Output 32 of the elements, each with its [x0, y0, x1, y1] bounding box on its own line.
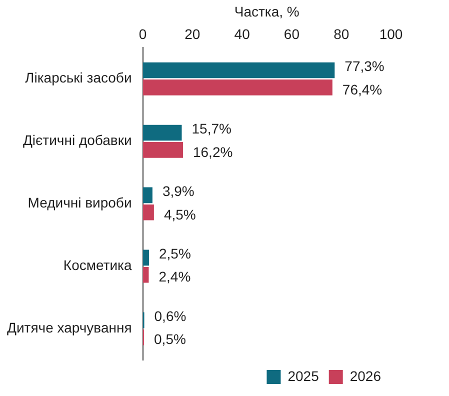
x-tick-label: 100: [379, 26, 403, 42]
bar: [142, 187, 152, 204]
data-label: 2,4%: [158, 268, 191, 285]
data-label: 3,9%: [162, 183, 194, 200]
x-tick-label: 60: [284, 26, 300, 42]
legend-label: 2025: [288, 368, 320, 384]
data-label: 2,5%: [158, 246, 191, 262]
data-label: 15,7%: [192, 120, 232, 137]
data-label: 0,6%: [154, 308, 186, 324]
bar: [142, 266, 149, 283]
x-tick-label: 80: [334, 26, 350, 42]
y-tick-label: Медичні вироби: [28, 194, 132, 211]
y-tick-label: Дієтичні добавки: [22, 132, 132, 148]
bar: [142, 124, 182, 141]
data-label: 76,4%: [342, 81, 382, 98]
data-label: 16,2%: [192, 144, 233, 160]
x-tick-label: 40: [234, 26, 250, 42]
bar: [142, 204, 154, 220]
data-label: 77,3%: [344, 58, 384, 74]
bar: [142, 250, 149, 266]
y-tick-label: Дитяче харчування: [6, 320, 132, 336]
x-tick-label: 20: [184, 26, 200, 42]
x-axis-title: Частка, %: [234, 3, 300, 20]
y-tick-label: Косметика: [63, 257, 132, 274]
x-tick-label: 0: [138, 26, 147, 42]
legend-label: 2026: [350, 368, 382, 384]
bar: [142, 142, 183, 158]
data-label: 0,5%: [154, 331, 186, 348]
y-tick-label: Лікарські засоби: [25, 70, 132, 86]
bar: [142, 62, 335, 78]
data-label: 4,5%: [164, 206, 196, 222]
bar: [142, 80, 332, 96]
